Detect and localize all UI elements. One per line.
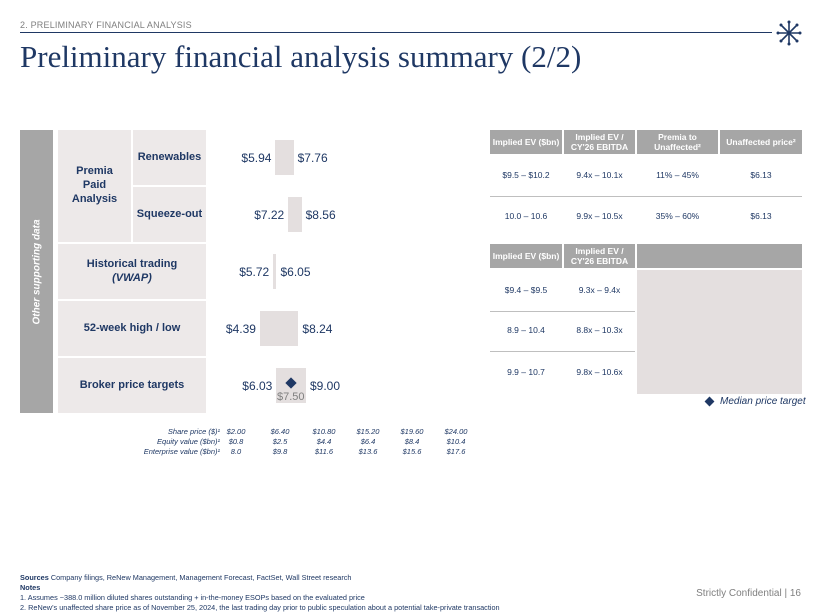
median-price-label: $7.50 [277, 391, 305, 403]
axis-tick-label: $10.4 [446, 437, 466, 446]
section-label: 2. PRELIMINARY FINANCIAL ANALYSIS [20, 20, 192, 30]
renewables-high-label: $7.76 [297, 151, 328, 165]
equity-value-axis-label: Equity value ($bn)¹ [157, 437, 220, 446]
52-week-low-label: $4.39 [225, 322, 256, 336]
t2-cell: 8.9 – 10.4 [507, 325, 545, 335]
axis-tick-label: $4.4 [316, 437, 332, 446]
axis-tick-label: $2.5 [272, 437, 288, 446]
t2-header-implied-ev: Implied EV ($bn) [490, 244, 562, 268]
renewables-label: Renewables [133, 130, 206, 185]
header-rule [20, 32, 772, 33]
renewables-bar [275, 140, 294, 175]
notes-heading: Notes [20, 583, 41, 592]
enterprise-value-axis-label: Enterprise value ($bn)¹ [143, 447, 220, 456]
axis-tick-label: $6.4 [360, 437, 376, 446]
axis-tick-label: $15.20 [356, 427, 380, 436]
t2-divider [490, 311, 635, 312]
t1-cell: $6.13 [750, 170, 772, 180]
axis-tick-label: $17.6 [446, 447, 466, 456]
axis-tick-label: $13.6 [358, 447, 378, 456]
historical-trading-label: Historical trading (VWAP) [58, 244, 206, 299]
confidential-page-label: Strictly Confidential | 16 [696, 588, 801, 599]
t2-cell: 8.8x – 10.3x [576, 325, 623, 335]
axis-tick-label: $8.4 [404, 437, 420, 446]
t2-header-ev-ebitda: Implied EV / CY'26 EBITDA [564, 244, 635, 268]
t1-header-premia: Premia to Unaffected² [637, 130, 718, 154]
axis-tick-label: $15.6 [402, 447, 422, 456]
squeeze-out-high-label: $8.56 [305, 208, 336, 222]
52-week-bar [259, 311, 299, 346]
t1-header-ev-ebitda: Implied EV / CY'26 EBITDA [564, 130, 635, 154]
broker-targets-high-label: $9.00 [310, 379, 341, 393]
t1-cell: $6.13 [750, 211, 772, 221]
historical-trading-low-label: $5.72 [239, 265, 270, 279]
legend: Median price target [704, 396, 806, 407]
axis-tick-label: $6.40 [270, 427, 290, 436]
note-1: 1. Assumes ~388.0 million diluted shares… [20, 593, 365, 602]
note-2: 2. ReNew’s unaffected share price as of … [20, 603, 500, 612]
squeeze-out-label: Squeeze-out [133, 187, 206, 242]
broker-targets-low-label: $6.03 [242, 379, 273, 393]
premia-group-label: Premia Paid Analysis [58, 130, 131, 242]
t2-cell: 9.3x – 9.4x [578, 285, 621, 295]
t1-divider [490, 196, 802, 197]
t2-cell: $9.4 – $9.5 [504, 285, 548, 295]
broker-targets-label: Broker price targets [58, 358, 206, 413]
t1-cell: 11% – 45% [656, 170, 699, 180]
sources-line: Sources Company filings, ReNew Managemen… [20, 573, 352, 582]
52-week-high-label: $8.24 [302, 322, 333, 336]
t2-cell: 9.9 – 10.7 [507, 367, 545, 377]
t2-divider [490, 351, 635, 352]
t1-header-unaffected: Unaffected price² [720, 130, 802, 154]
historical-trading-high-label: $6.05 [280, 265, 311, 279]
axis-tick-label: $19.60 [400, 427, 424, 436]
axis-tick-label: $10.80 [312, 427, 336, 436]
squeeze-out-bar [288, 197, 302, 232]
side-label-bar: Other supporting data [20, 130, 53, 413]
historical-trading-bar [273, 254, 277, 289]
page-title: Preliminary financial analysis summary (… [20, 39, 582, 74]
axis-tick-label: 8.0 [230, 447, 242, 456]
52-week-label: 52-week high / low [58, 301, 206, 356]
t1-cell: 9.4x – 10.1x [576, 170, 623, 180]
axis-tick-label: $2.00 [226, 427, 246, 436]
axis-tick-label: $11.6 [314, 447, 334, 456]
t2-blank-block [637, 270, 802, 394]
renewables-low-label: $5.94 [241, 151, 272, 165]
t1-cell: 10.0 – 10.6 [504, 211, 548, 221]
legend-label: Median price target [720, 396, 806, 407]
t1-cell: 35% – 60% [655, 211, 700, 221]
axis-tick-label: $0.8 [228, 437, 244, 446]
axis-tick-label: $24.00 [444, 427, 468, 436]
company-logo-icon [776, 20, 802, 46]
t1-header-implied-ev: Implied EV ($bn) [490, 130, 562, 154]
t2-cell: 9.8x – 10.6x [576, 367, 623, 377]
t2-header-blank [637, 244, 802, 268]
share-price-axis-label: Share price ($)¹ [167, 427, 220, 436]
squeeze-out-low-label: $7.22 [254, 208, 285, 222]
t1-cell: 9.9x – 10.5x [576, 211, 623, 221]
t1-cell: $9.5 – $10.2 [502, 170, 550, 180]
axis-tick-label: $9.8 [272, 447, 288, 456]
side-label-text: Other supporting data [31, 219, 42, 324]
legend-diamond-icon [704, 396, 715, 407]
